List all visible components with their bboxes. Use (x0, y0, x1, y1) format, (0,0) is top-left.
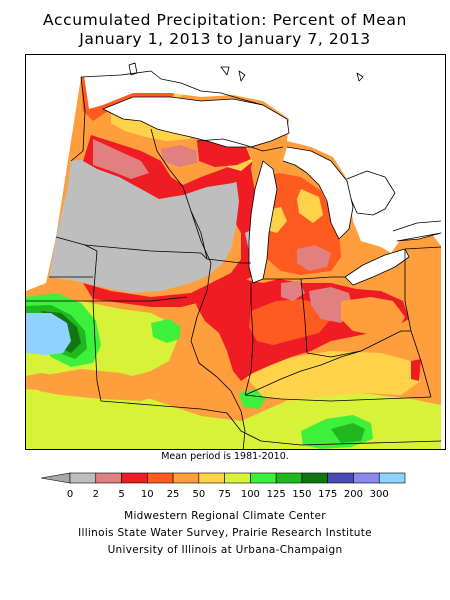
region-sw-orange (39, 369, 161, 401)
legend-label-3: 10 (140, 489, 154, 500)
region-se-midgreen (331, 423, 365, 443)
lake-superior (103, 97, 289, 147)
region-w-blue (26, 313, 71, 355)
state-line-in-oh (300, 278, 308, 354)
legend-label-0: 0 (66, 489, 74, 500)
islands (128, 62, 364, 82)
state-line-va-ky (410, 330, 432, 398)
legend-label-2: 5 (118, 489, 125, 500)
lake-superior-outline (102, 96, 290, 148)
ohio-river (244, 350, 362, 396)
region-s-green (239, 389, 267, 409)
credit-line-1: Midwestern Regional Climate Center (124, 510, 326, 522)
region-c-green (151, 319, 181, 343)
region-sc-yellow (241, 351, 421, 401)
legend-label-4: 25 (166, 489, 180, 500)
region-c-pink2 (281, 281, 305, 301)
legend-swatch-6 (224, 472, 251, 484)
legend-swatch-9 (301, 472, 328, 484)
state-line-ar-tn (226, 412, 442, 446)
state-line-oh-pa (404, 249, 412, 332)
region-e-orange (341, 297, 405, 335)
state-line-ny-pa (404, 246, 442, 250)
state-line-ky-tn (244, 394, 432, 402)
region-nmn-pink (93, 139, 149, 179)
map-title: Accumulated Precipitation: Percent of Me… (43, 11, 407, 29)
state-line-nd-mn (70, 76, 86, 162)
legend-label-10: 175 (318, 489, 338, 500)
legend-swatch-3 (147, 472, 174, 484)
credit-line-3: University of Illinois at Urbana-Champai… (107, 544, 343, 556)
state-line-mi-in-oh (263, 276, 345, 280)
state-line-mn-wi (150, 128, 208, 260)
legend-label-11: 200 (343, 489, 363, 500)
canada-region (81, 55, 445, 253)
state-line-ia-mo (92, 250, 188, 302)
region-n-red-band (83, 169, 259, 307)
legend-label-12: 300 (369, 489, 389, 500)
legend-swatch-4 (172, 472, 200, 484)
legend-swatch-8 (275, 472, 303, 484)
precipitation-map (25, 54, 446, 450)
state-line-wi-il (206, 258, 251, 264)
lake-huron-outline (282, 146, 354, 240)
color-legend (40, 472, 406, 484)
region-lmi-pink (297, 245, 331, 271)
legend-swatch-12 (378, 472, 406, 484)
lake-michigan (249, 161, 277, 283)
credit-line-2: Illinois State Water Survey, Prairie Res… (78, 527, 372, 539)
region-lmi-yellow (297, 189, 323, 223)
legend-swatch-2 (121, 472, 148, 484)
mean-period-note: Mean period is 1981-2010. (161, 451, 289, 462)
legend-swatch-1 (95, 472, 122, 484)
upper-peninsula-coast (196, 138, 284, 152)
legend-swatch-0 (69, 472, 97, 484)
region-e-red-edge (411, 359, 421, 381)
lake-ontario-outline (392, 220, 442, 242)
legend-swatch-10 (327, 472, 354, 484)
state-line-mn-ia (84, 244, 208, 260)
legend-label-9: 150 (292, 489, 312, 500)
legend-swatch-5 (198, 472, 225, 484)
region-nmn-red (83, 135, 253, 199)
lake-erie-outline (344, 248, 410, 286)
legend-label-5: 50 (192, 489, 206, 500)
georgian-bay-outline (346, 170, 396, 216)
lake-huron (283, 147, 353, 239)
region-c-orangered (249, 299, 331, 345)
lake-erie (345, 249, 409, 285)
map-date-range: January 1, 2013 to January 7, 2013 (79, 30, 371, 48)
legend-label-7: 100 (240, 489, 260, 500)
state-line-mo-ar (92, 300, 228, 414)
state-line-oh-wv (306, 330, 411, 358)
legend-swatch-11 (353, 472, 380, 484)
legend-swatch-7 (250, 472, 277, 484)
state-line-il-in (244, 283, 254, 396)
legend-label-1: 2 (92, 489, 99, 500)
mississippi-river (190, 210, 246, 449)
region-pink-upper (161, 145, 197, 167)
legend-label-6: 75 (218, 489, 231, 500)
legend-underflow-arrow (40, 472, 71, 484)
legend-label-8: 125 (266, 489, 286, 500)
